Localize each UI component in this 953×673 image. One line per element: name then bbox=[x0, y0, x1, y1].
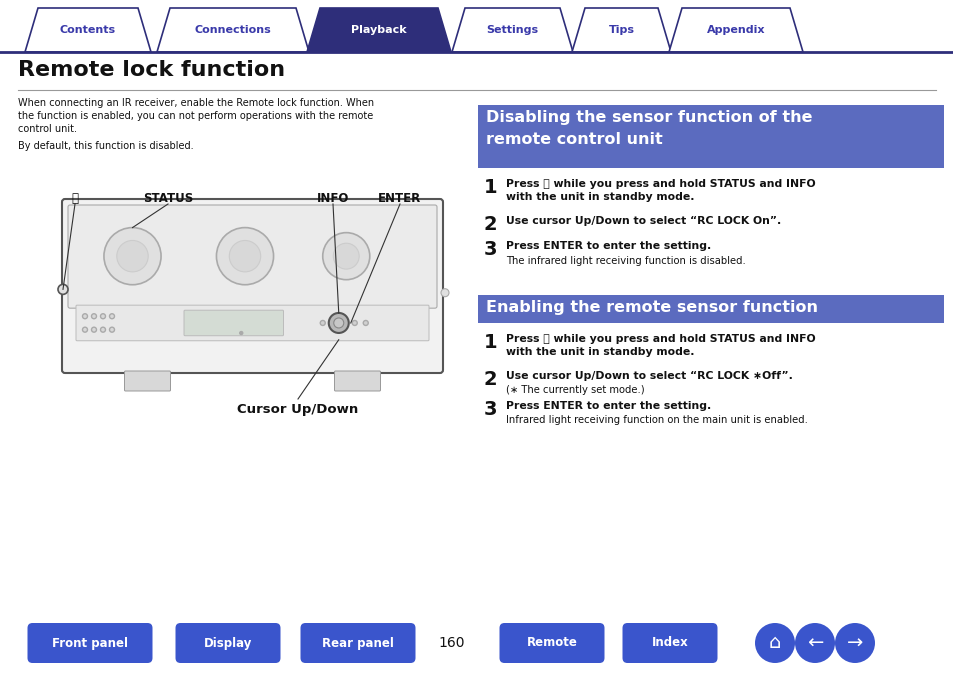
Circle shape bbox=[333, 243, 359, 269]
Circle shape bbox=[363, 320, 368, 326]
Text: ⌂: ⌂ bbox=[768, 633, 781, 653]
Circle shape bbox=[110, 327, 114, 332]
FancyBboxPatch shape bbox=[477, 295, 943, 323]
Circle shape bbox=[91, 327, 96, 332]
Text: Disabling the sensor function of the: Disabling the sensor function of the bbox=[485, 110, 812, 125]
Text: Use cursor Up/Down to select “RC LOCK On”.: Use cursor Up/Down to select “RC LOCK On… bbox=[505, 216, 781, 226]
Polygon shape bbox=[25, 8, 151, 52]
Text: 2: 2 bbox=[483, 370, 497, 389]
Text: Appendix: Appendix bbox=[706, 25, 764, 35]
Circle shape bbox=[352, 320, 356, 326]
Text: Infrared light receiving function on the main unit is enabled.: Infrared light receiving function on the… bbox=[505, 415, 807, 425]
Polygon shape bbox=[452, 8, 573, 52]
Text: Enabling the remote sensor function: Enabling the remote sensor function bbox=[485, 300, 817, 315]
Text: →: → bbox=[846, 633, 862, 653]
Text: Press ENTER to enter the setting.: Press ENTER to enter the setting. bbox=[505, 401, 711, 411]
Text: with the unit in standby mode.: with the unit in standby mode. bbox=[505, 192, 694, 202]
Circle shape bbox=[116, 240, 148, 272]
FancyBboxPatch shape bbox=[125, 371, 171, 391]
FancyBboxPatch shape bbox=[622, 623, 717, 663]
Text: Connections: Connections bbox=[194, 25, 271, 35]
Polygon shape bbox=[157, 8, 309, 52]
Text: Cursor Up/Down: Cursor Up/Down bbox=[237, 403, 358, 416]
Circle shape bbox=[229, 240, 260, 272]
Text: (∗ The currently set mode.): (∗ The currently set mode.) bbox=[505, 385, 644, 395]
FancyBboxPatch shape bbox=[184, 310, 283, 336]
Text: 1: 1 bbox=[483, 333, 497, 352]
Circle shape bbox=[58, 285, 68, 294]
Text: Remote: Remote bbox=[526, 637, 577, 649]
Circle shape bbox=[100, 327, 106, 332]
Circle shape bbox=[794, 623, 834, 663]
Circle shape bbox=[334, 318, 343, 328]
Circle shape bbox=[239, 332, 242, 334]
Circle shape bbox=[322, 233, 370, 280]
Text: When connecting an IR receiver, enable the Remote lock function. When: When connecting an IR receiver, enable t… bbox=[18, 98, 374, 108]
FancyBboxPatch shape bbox=[175, 623, 280, 663]
Text: 2: 2 bbox=[483, 215, 497, 234]
Circle shape bbox=[104, 227, 161, 285]
Text: 3: 3 bbox=[483, 240, 497, 259]
Polygon shape bbox=[668, 8, 802, 52]
Text: Front panel: Front panel bbox=[52, 637, 128, 649]
Text: the function is enabled, you can not perform operations with the remote: the function is enabled, you can not per… bbox=[18, 111, 373, 121]
Text: Use cursor Up/Down to select “RC LOCK ∗Off”.: Use cursor Up/Down to select “RC LOCK ∗O… bbox=[505, 371, 792, 381]
Circle shape bbox=[91, 314, 96, 319]
Text: control unit.: control unit. bbox=[18, 124, 77, 134]
Text: Display: Display bbox=[204, 637, 252, 649]
Circle shape bbox=[320, 320, 325, 326]
FancyBboxPatch shape bbox=[335, 371, 380, 391]
Text: 160: 160 bbox=[438, 636, 465, 650]
Text: ←: ← bbox=[806, 633, 822, 653]
FancyBboxPatch shape bbox=[477, 105, 943, 168]
FancyBboxPatch shape bbox=[499, 623, 604, 663]
Text: The infrared light receiving function is disabled.: The infrared light receiving function is… bbox=[505, 256, 745, 266]
Circle shape bbox=[754, 623, 794, 663]
FancyBboxPatch shape bbox=[68, 205, 436, 308]
Circle shape bbox=[329, 313, 349, 333]
Text: Rear panel: Rear panel bbox=[322, 637, 394, 649]
Text: INFO: INFO bbox=[316, 192, 349, 205]
Text: 3: 3 bbox=[483, 400, 497, 419]
Circle shape bbox=[216, 227, 274, 285]
Text: STATUS: STATUS bbox=[143, 192, 193, 205]
Text: Playback: Playback bbox=[351, 25, 406, 35]
FancyBboxPatch shape bbox=[62, 199, 442, 373]
Polygon shape bbox=[307, 8, 451, 52]
Text: ENTER: ENTER bbox=[378, 192, 421, 205]
Circle shape bbox=[100, 314, 106, 319]
Text: By default, this function is disabled.: By default, this function is disabled. bbox=[18, 141, 193, 151]
Circle shape bbox=[82, 314, 88, 319]
Text: Remote lock function: Remote lock function bbox=[18, 60, 285, 80]
Text: remote control unit: remote control unit bbox=[485, 132, 662, 147]
Text: Tips: Tips bbox=[608, 25, 634, 35]
Text: 1: 1 bbox=[483, 178, 497, 197]
Text: Press ENTER to enter the setting.: Press ENTER to enter the setting. bbox=[505, 241, 711, 251]
FancyBboxPatch shape bbox=[300, 623, 416, 663]
Circle shape bbox=[82, 327, 88, 332]
Circle shape bbox=[440, 289, 449, 297]
Circle shape bbox=[834, 623, 874, 663]
Text: Press ⏻ while you press and hold STATUS and INFO: Press ⏻ while you press and hold STATUS … bbox=[505, 179, 815, 189]
Circle shape bbox=[110, 314, 114, 319]
Text: with the unit in standby mode.: with the unit in standby mode. bbox=[505, 347, 694, 357]
Text: ⏻: ⏻ bbox=[71, 192, 78, 205]
Text: Press ⏻ while you press and hold STATUS and INFO: Press ⏻ while you press and hold STATUS … bbox=[505, 334, 815, 344]
Text: Contents: Contents bbox=[60, 25, 116, 35]
FancyBboxPatch shape bbox=[28, 623, 152, 663]
Polygon shape bbox=[572, 8, 670, 52]
Text: Settings: Settings bbox=[486, 25, 538, 35]
FancyBboxPatch shape bbox=[76, 305, 429, 341]
Text: Index: Index bbox=[651, 637, 688, 649]
